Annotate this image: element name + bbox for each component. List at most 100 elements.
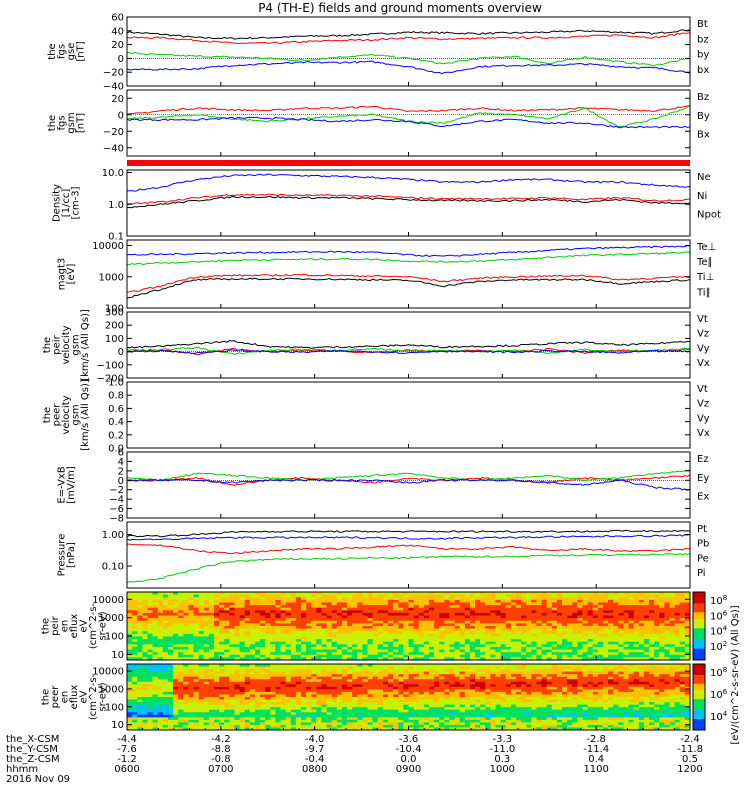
legend-entry: Pe xyxy=(697,553,709,564)
series-temperature-Ti⊥ xyxy=(126,245,691,258)
y-tick-label: 10 xyxy=(111,720,124,731)
y-tick-label: 0.8 xyxy=(108,391,124,402)
colorbars: 108 106 104 102 108 106 104 [eV/(cm^2-s-sr-eV) … xyxy=(692,591,741,745)
colorbar-tick-label: 106 xyxy=(710,688,728,701)
legend-entry: Ti∥ xyxy=(696,287,711,298)
x-tick-label: -11.4 xyxy=(583,744,609,755)
y-tick-label: −6 xyxy=(109,504,124,515)
y-tick-label: 1.0 xyxy=(108,200,124,211)
series-velocity_peir-Vt xyxy=(126,340,690,349)
panel-peer_en_eflux: 10000 1000 100 10 thepeerenefluxeV(cm^2-s-sr… xyxy=(41,663,691,731)
y-axis-label: the xyxy=(42,337,53,353)
y-axis-label: [cm-3] xyxy=(71,186,82,219)
y-axis-label: gsm xyxy=(71,404,82,425)
y-axis-label: sr-eV) xyxy=(98,682,109,711)
legend-entry: Pi xyxy=(697,568,706,579)
x-row-label: hhmm xyxy=(6,764,38,775)
series-fgs_gsm-Bx xyxy=(126,116,691,129)
y-axis-label: Pressure xyxy=(56,534,67,577)
y-axis-label: [nT] xyxy=(75,41,86,61)
chart-title: P4 (TH-E) fields and ground moments over… xyxy=(258,1,542,15)
y-axis-label: eflux xyxy=(69,685,80,710)
legend-entry: by xyxy=(697,50,709,61)
x-tick-label: 0.0 xyxy=(401,754,417,765)
panel-pressure: 1.00 0.10 Pressure[nPa] Pt Pb Pe Pi xyxy=(56,521,709,589)
y-tick-label: 10000 xyxy=(92,595,124,606)
y-axis-label: gsm xyxy=(71,334,82,355)
legend-entry: Vt xyxy=(697,314,708,325)
y-axis-label: peer xyxy=(50,685,61,709)
panel-velocity_peer: 1.0 0.8 0.6 0.4 0.2 0.0 thepeervelocitygsm[km/… xyxy=(42,378,710,455)
y-axis-label: the xyxy=(47,43,58,59)
panel-frame xyxy=(126,381,691,449)
y-tick-label: 100 xyxy=(105,304,124,315)
y-axis-label: [nPa] xyxy=(66,542,77,568)
x-tick-label: -0.8 xyxy=(211,754,231,765)
x-tick-label: 0800 xyxy=(302,764,327,775)
y-tick-label: −4 xyxy=(109,495,124,506)
y-axis-label: [eV] xyxy=(66,264,77,285)
legend-entry: Vx xyxy=(697,358,710,369)
y-tick-label: 1.0 xyxy=(108,378,124,389)
x-tick-label: -11.8 xyxy=(677,744,703,755)
legend-entry: Vx xyxy=(697,428,710,439)
x-tick-label: -0.4 xyxy=(305,754,325,765)
series-efield-Ey xyxy=(126,469,691,482)
x-tick-label: 0600 xyxy=(114,764,139,775)
y-axis-label: peir xyxy=(50,615,61,635)
x-tick-label: -9.7 xyxy=(305,744,325,755)
legend-entry: Npot xyxy=(697,210,721,221)
series-temperature-Ti∥ xyxy=(126,251,691,266)
legend-entry: Te∥ xyxy=(696,257,713,268)
y-tick-label: 10000 xyxy=(92,241,124,252)
series-velocity_peir-Vz xyxy=(126,347,691,356)
x-tick-label: -8.8 xyxy=(211,744,231,755)
y-axis-label: velocity xyxy=(61,395,72,434)
legend-entry: Vt xyxy=(697,384,708,395)
colorbar-tick-label: 108 xyxy=(710,594,727,607)
y-tick-label: −20 xyxy=(103,127,124,138)
legend-entry: Vz xyxy=(697,399,709,410)
y-tick-label: 0.0 xyxy=(108,444,124,455)
y-axis-label: (cm^2-s- xyxy=(88,602,99,649)
series-fgs_gse-by xyxy=(126,51,691,67)
x-row-label: the_Y-CSM xyxy=(6,744,58,755)
x-tick-label: 0.4 xyxy=(588,754,604,765)
y-axis-label: peir xyxy=(52,334,63,354)
x-tick-label: -10.4 xyxy=(396,744,422,755)
y-tick-label: 200 xyxy=(105,321,124,332)
panel-velocity_peir: 300 200 100 0 −100 −200 thepeirvelocitygsm[km/… xyxy=(42,308,710,385)
y-tick-label: 100 xyxy=(105,702,124,713)
series-pressure-Pi xyxy=(126,533,691,541)
series-fgs_gse-bx xyxy=(126,60,691,75)
legend-entry: Vz xyxy=(697,329,709,340)
panels: 6040200−20−40thefgsgse[nT]Btbzbybx200−20… xyxy=(41,13,721,732)
y-axis-label: magt3 xyxy=(56,258,67,291)
legend-entry: Bx xyxy=(697,130,710,141)
colorbar-title: [eV/(cm^2-s-sr-eV) (All Qs)] xyxy=(730,605,741,744)
colorbar-peer_en_eflux: 108 106 104 xyxy=(692,663,728,731)
panel-temperature: 10000 1000 100 magt3[eV] Te⊥ Te∥ Ti⊥ Ti∥ xyxy=(56,239,716,315)
y-axis-label: [nT] xyxy=(75,113,86,133)
x-row-label: the_X-CSM xyxy=(6,734,59,745)
y-tick-label: 1000 xyxy=(99,684,124,695)
legend-entry: Ti⊥ xyxy=(696,272,714,283)
colorbar-peir_en_eflux: 108 106 104 102 xyxy=(692,591,728,661)
y-tick-label: 0 xyxy=(118,110,124,121)
x-tick-label: 1100 xyxy=(583,764,608,775)
x-tick-label: -11.0 xyxy=(489,744,515,755)
series-efield-Ez xyxy=(127,474,691,486)
series-fgs_gse-Bt xyxy=(126,29,691,40)
y-axis-label: fgs xyxy=(56,115,67,130)
y-axis-label: Density xyxy=(52,184,63,222)
y-tick-label: 0 xyxy=(118,476,124,487)
legend-entry: bz xyxy=(697,34,709,45)
series-density-Ni xyxy=(126,195,691,209)
x-tick-label: -1.2 xyxy=(117,754,137,765)
y-tick-label: 2 xyxy=(118,466,124,477)
y-axis-label: [km/s (All Qs)] xyxy=(80,309,91,381)
y-axis-label: [1/cc] xyxy=(61,189,72,218)
